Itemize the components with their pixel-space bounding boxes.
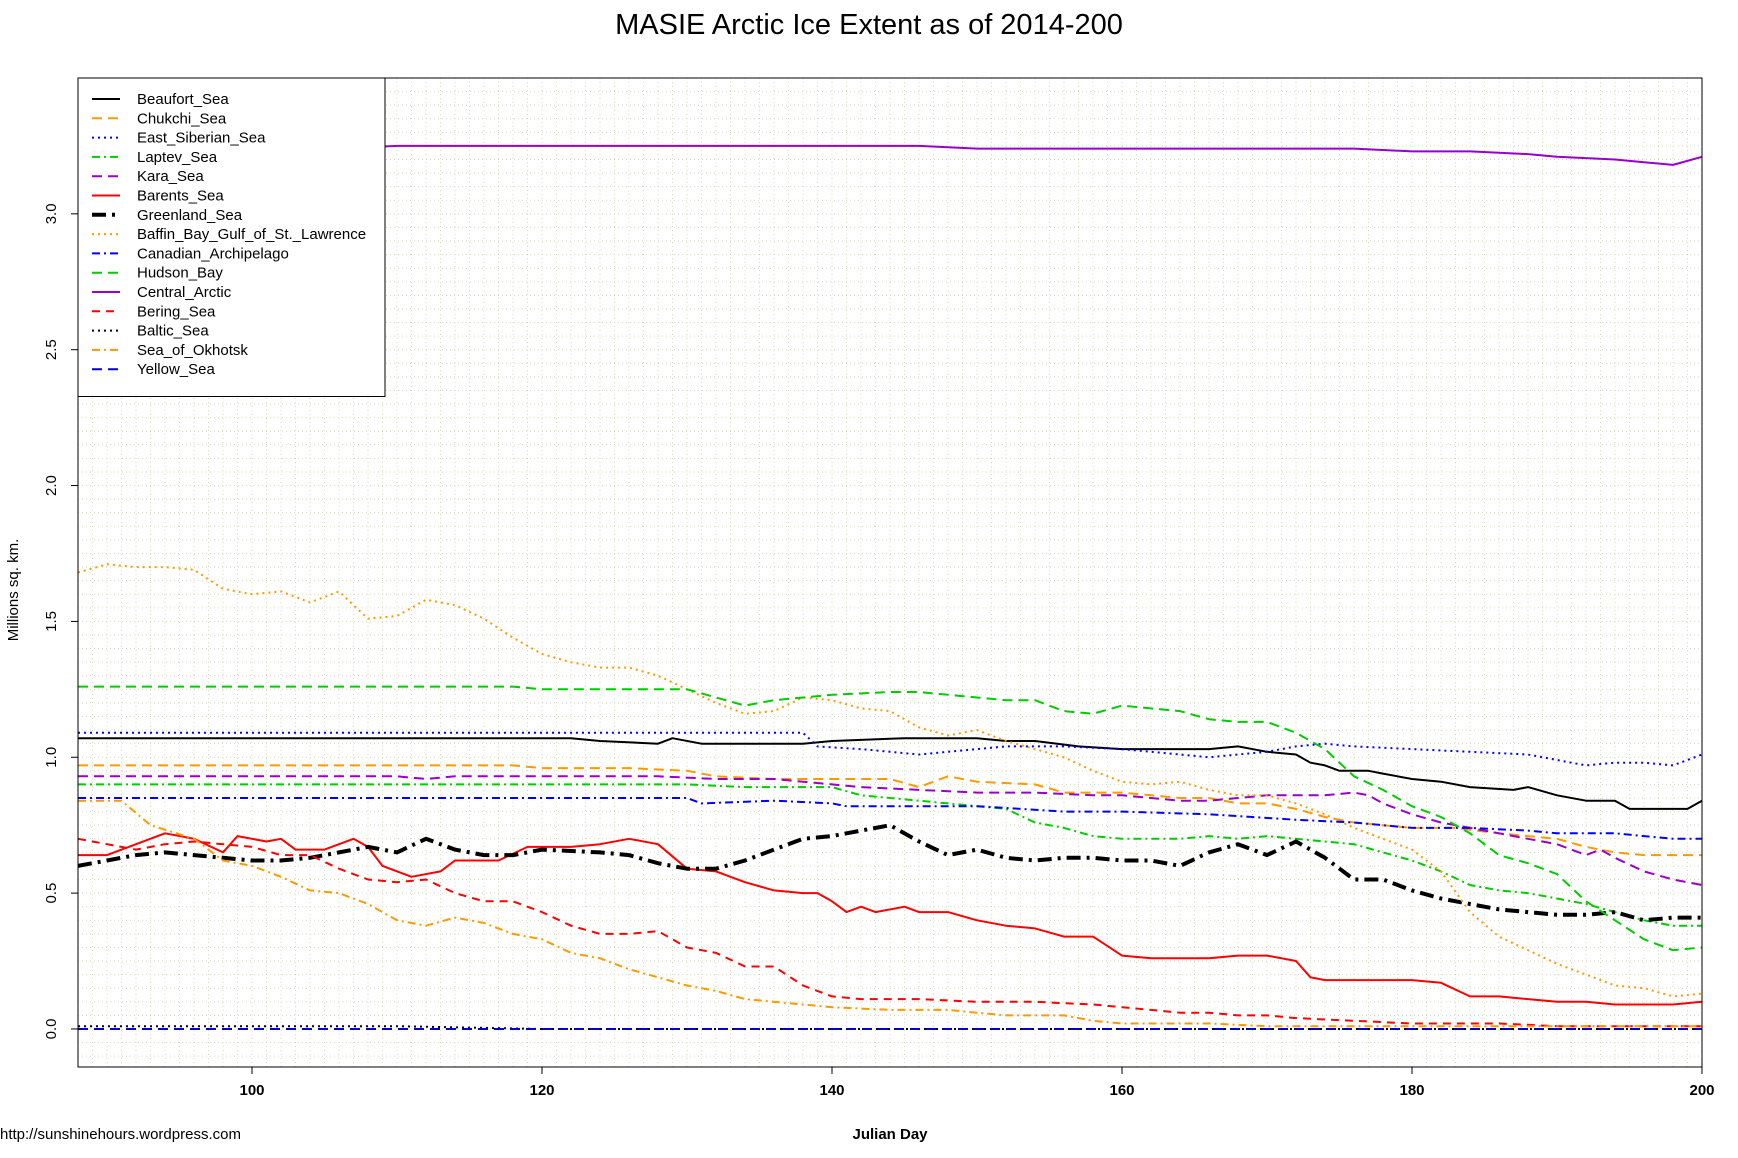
legend-label: Barents_Sea xyxy=(137,188,224,205)
plot-frame xyxy=(77,77,1703,1068)
legend-label: Canadian_Archipelago xyxy=(137,245,289,262)
series-line-laptev-sea xyxy=(78,783,1702,927)
y-tick-label: 2.0 xyxy=(43,475,60,496)
legend: Beaufort_Sea Chukchi_Sea East_Siberian_Sea… xyxy=(77,77,386,397)
x-axis-label: Julian Day xyxy=(852,1126,928,1143)
series-line-chukchi-sea xyxy=(78,764,1702,857)
legend-label: Beaufort_Sea xyxy=(137,91,229,108)
x-axis: 100 120 140 160 180 200 xyxy=(239,1067,1715,1099)
series-line-sea-of-okhotsk xyxy=(78,799,1702,1028)
legend-label: Kara_Sea xyxy=(137,168,204,185)
legend-label: Sea_of_Okhotsk xyxy=(137,342,248,359)
y-tick-label: 3.0 xyxy=(43,203,60,224)
x-tick-label: 180 xyxy=(1399,1082,1424,1099)
x-tick-label: 200 xyxy=(1689,1082,1714,1099)
source-credit: http://sunshinehours.wordpress.com xyxy=(0,1126,241,1143)
legend-label: East_Siberian_Sea xyxy=(137,130,266,147)
series-line-bering-sea xyxy=(77,837,1702,1028)
legend-label: Yellow_Sea xyxy=(137,361,215,378)
series-line-beaufort-sea xyxy=(78,737,1703,810)
series-lines xyxy=(77,144,1703,1030)
y-tick-label: 2.5 xyxy=(43,339,60,360)
x-tick-label: 100 xyxy=(239,1082,264,1099)
legend-label: Central_Arctic xyxy=(137,284,232,301)
legend-box xyxy=(77,77,386,397)
series-line-greenland-sea xyxy=(77,823,1702,923)
x-tick-label: 140 xyxy=(819,1082,844,1099)
legend-label: Hudson_Bay xyxy=(137,265,223,282)
legend-label: Baltic_Sea xyxy=(137,323,209,340)
series-line-barents-sea xyxy=(78,832,1703,1006)
grid xyxy=(77,77,1703,1067)
x-tick-label: 160 xyxy=(1109,1082,1134,1099)
y-tick-label: 0.0 xyxy=(43,1019,60,1040)
y-axis: 0.0 0.5 1.0 1.5 2.0 2.5 3.0 xyxy=(43,203,78,1039)
y-tick-label: 1.0 xyxy=(43,747,60,768)
series-line-baffin-bay-gulf-of-st-lawrence xyxy=(77,563,1703,998)
y-tick-label: 1.5 xyxy=(43,611,60,632)
y-axis-label: Millions sq. km. xyxy=(5,539,22,642)
legend-label: Laptev_Sea xyxy=(137,149,218,166)
x-tick-label: 120 xyxy=(529,1082,554,1099)
series-line-hudson-bay xyxy=(78,685,1703,952)
y-tick-label: 0.5 xyxy=(43,883,60,904)
legend-label: Greenland_Sea xyxy=(137,207,243,224)
legend-label: Bering_Sea xyxy=(137,303,216,320)
chart-title: MASIE Arctic Ice Extent as of 2014-200 xyxy=(615,9,1123,41)
legend-label: Baffin_Bay_Gulf_of_St._Lawrence xyxy=(137,226,366,243)
legend-label: Chukchi_Sea xyxy=(137,110,227,127)
